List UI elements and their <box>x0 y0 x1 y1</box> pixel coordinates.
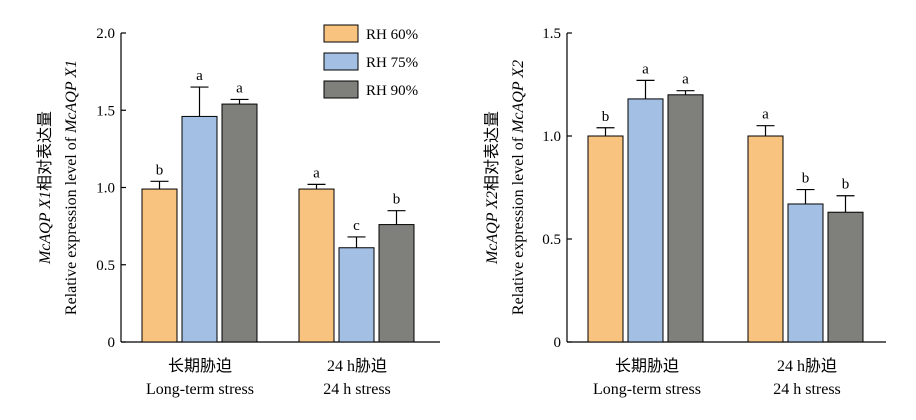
bar <box>787 203 824 343</box>
y-axis-label-line1: McAQP X2相对表达量 <box>483 111 501 265</box>
y-axis-label-cn: 相对表达量 <box>483 111 501 191</box>
category-label-en: 24 h stress <box>323 381 391 398</box>
significance-letter: a <box>682 72 689 88</box>
y-tick-label: 1.0 <box>542 129 561 145</box>
significance-letter: c <box>353 218 360 234</box>
y-axis-label-en: Relative expression level of <box>510 133 527 315</box>
bar <box>378 224 415 343</box>
y-tick-label: 1.5 <box>542 26 561 42</box>
bar <box>827 211 864 343</box>
category-label-cn: 长期胁迫 <box>168 357 232 375</box>
legend-entry: RH 90% <box>366 83 418 99</box>
significance-letter: a <box>313 165 320 181</box>
legend-swatch <box>323 24 359 43</box>
legend-entry: RH 75% <box>366 55 418 71</box>
significance-letter: a <box>642 61 649 77</box>
significance-letter: a <box>236 80 243 96</box>
bar <box>587 135 624 343</box>
y-tick-label: 2.0 <box>96 26 115 42</box>
bar <box>747 135 784 343</box>
y-tick-label: 0.5 <box>96 258 115 274</box>
legend-swatch <box>323 80 359 99</box>
y-axis-label-cn: 相对表达量 <box>36 111 54 191</box>
y-tick-label: 1.5 <box>96 103 115 119</box>
significance-letter: a <box>196 68 203 84</box>
legend-entry: RH 60% <box>366 27 418 43</box>
category-label-en: Long-term stress <box>146 381 254 398</box>
category-label-cn: 24 h胁迫 <box>327 357 387 375</box>
y-axis-label-line2: Relative expression level of McAQP X1 <box>63 60 80 315</box>
y-axis-label-line2: Relative expression level of McAQP X2 <box>510 60 527 315</box>
bar <box>667 94 704 343</box>
y-tick-label: 1.0 <box>96 181 115 197</box>
significance-letter: b <box>802 171 810 187</box>
bar <box>338 247 375 343</box>
y-tick-label: 0 <box>554 335 562 351</box>
significance-letter: a <box>762 107 769 123</box>
bar <box>181 115 218 343</box>
bar <box>221 103 258 343</box>
significance-letter: b <box>393 192 401 208</box>
bar <box>298 188 335 343</box>
y-axis-label-line1: McAQP X1相对表达量 <box>36 111 54 265</box>
category-label-cn: 长期胁迫 <box>615 357 679 375</box>
y-axis-label-gene: McAQP X1 <box>37 191 54 265</box>
y-tick-label: 0 <box>108 335 116 351</box>
chart-panel-x1: 0 0.5 1.0 1.5 2.0 b a a c a b 长期胁迫 Long-term stress 2… <box>36 26 440 398</box>
significance-letter: b <box>842 177 850 193</box>
significance-letter: b <box>156 162 164 178</box>
legend-swatch <box>323 52 359 71</box>
y-axis-label-gene-en: McAQP X1 <box>63 60 80 134</box>
category-label-en: Long-term stress <box>593 381 701 398</box>
y-axis-label-gene: McAQP X2 <box>484 191 501 265</box>
category-label-en: 24 h stress <box>773 381 841 398</box>
y-tick-label: 0.5 <box>542 232 561 248</box>
legend: RH 60% RH 75% RH 90% <box>323 24 418 99</box>
bar <box>627 98 664 343</box>
y-axis-label-en: Relative expression level of <box>63 133 80 315</box>
category-label-cn: 24 h胁迫 <box>777 357 837 375</box>
significance-letter: b <box>602 109 610 125</box>
chart-panel-x2: 0 0.5 1.0 1.5 b a a b a b 长期胁迫 Long-term stress 24 h… <box>483 26 886 398</box>
y-axis-label-gene-en: McAQP X2 <box>510 60 527 134</box>
bar <box>141 188 178 343</box>
